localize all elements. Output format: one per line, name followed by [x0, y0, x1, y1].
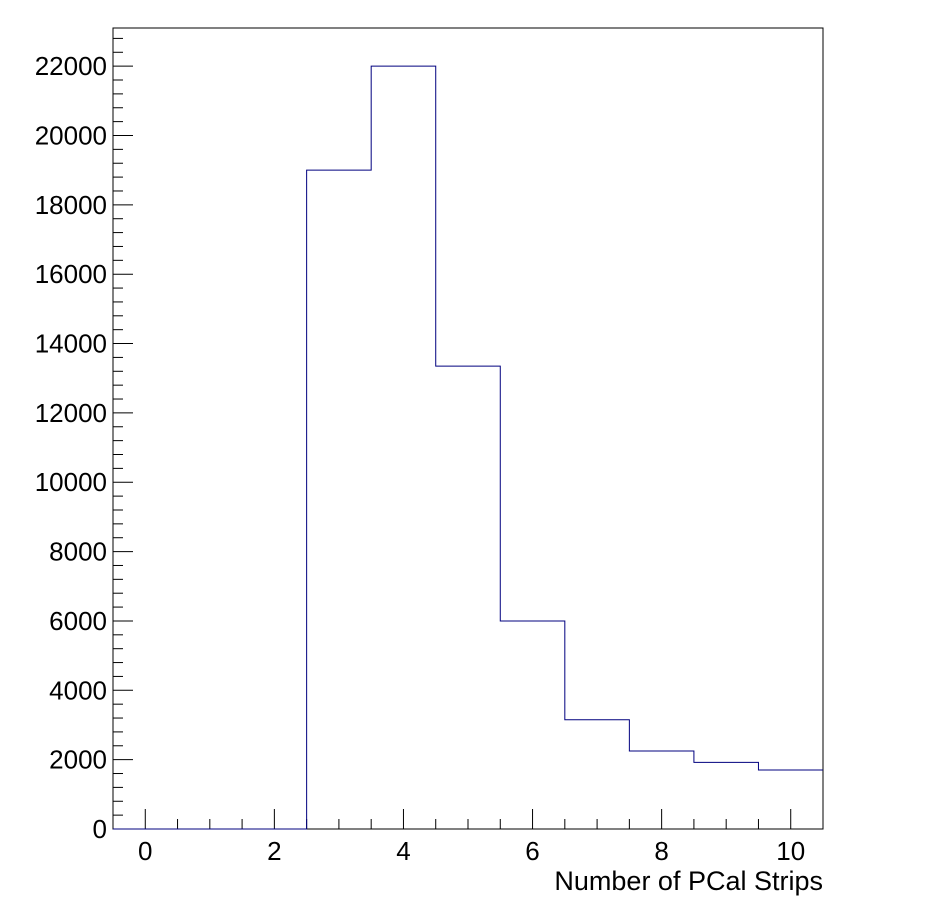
y-tick-label: 0	[93, 814, 107, 844]
y-tick-label: 10000	[35, 467, 107, 497]
y-tick-label: 8000	[49, 537, 107, 567]
y-tick-label: 20000	[35, 120, 107, 150]
y-tick-label: 2000	[49, 745, 107, 775]
x-tick-label: 2	[267, 836, 281, 866]
x-tick-label: 6	[525, 836, 539, 866]
y-tick-label: 12000	[35, 398, 107, 428]
x-tick-label: 10	[776, 836, 805, 866]
x-tick-label: 4	[396, 836, 410, 866]
x-tick-label: 0	[138, 836, 152, 866]
histogram-outline	[113, 65, 823, 830]
histogram-bin	[307, 170, 372, 829]
y-tick-label: 16000	[35, 259, 107, 289]
x-axis-label: Number of PCal Strips	[554, 866, 823, 896]
histogram-bin	[565, 720, 630, 829]
x-tick-label: 8	[654, 836, 668, 866]
y-tick-label: 6000	[49, 606, 107, 636]
y-tick-label: 22000	[35, 51, 107, 81]
y-axis: 0 2000 4000 6000 8000 10000 12000 14000 16000 180…	[35, 37, 133, 844]
plot-frame	[112, 27, 824, 830]
histogram-bin	[436, 366, 501, 829]
histogram-bin	[371, 66, 436, 829]
y-tick-label: 14000	[35, 329, 107, 359]
histogram-bin	[500, 621, 565, 829]
x-axis: 0 2 4 6 8 10	[138, 809, 824, 866]
y-tick-label: 4000	[49, 675, 107, 705]
y-tick-label: 18000	[35, 190, 107, 220]
